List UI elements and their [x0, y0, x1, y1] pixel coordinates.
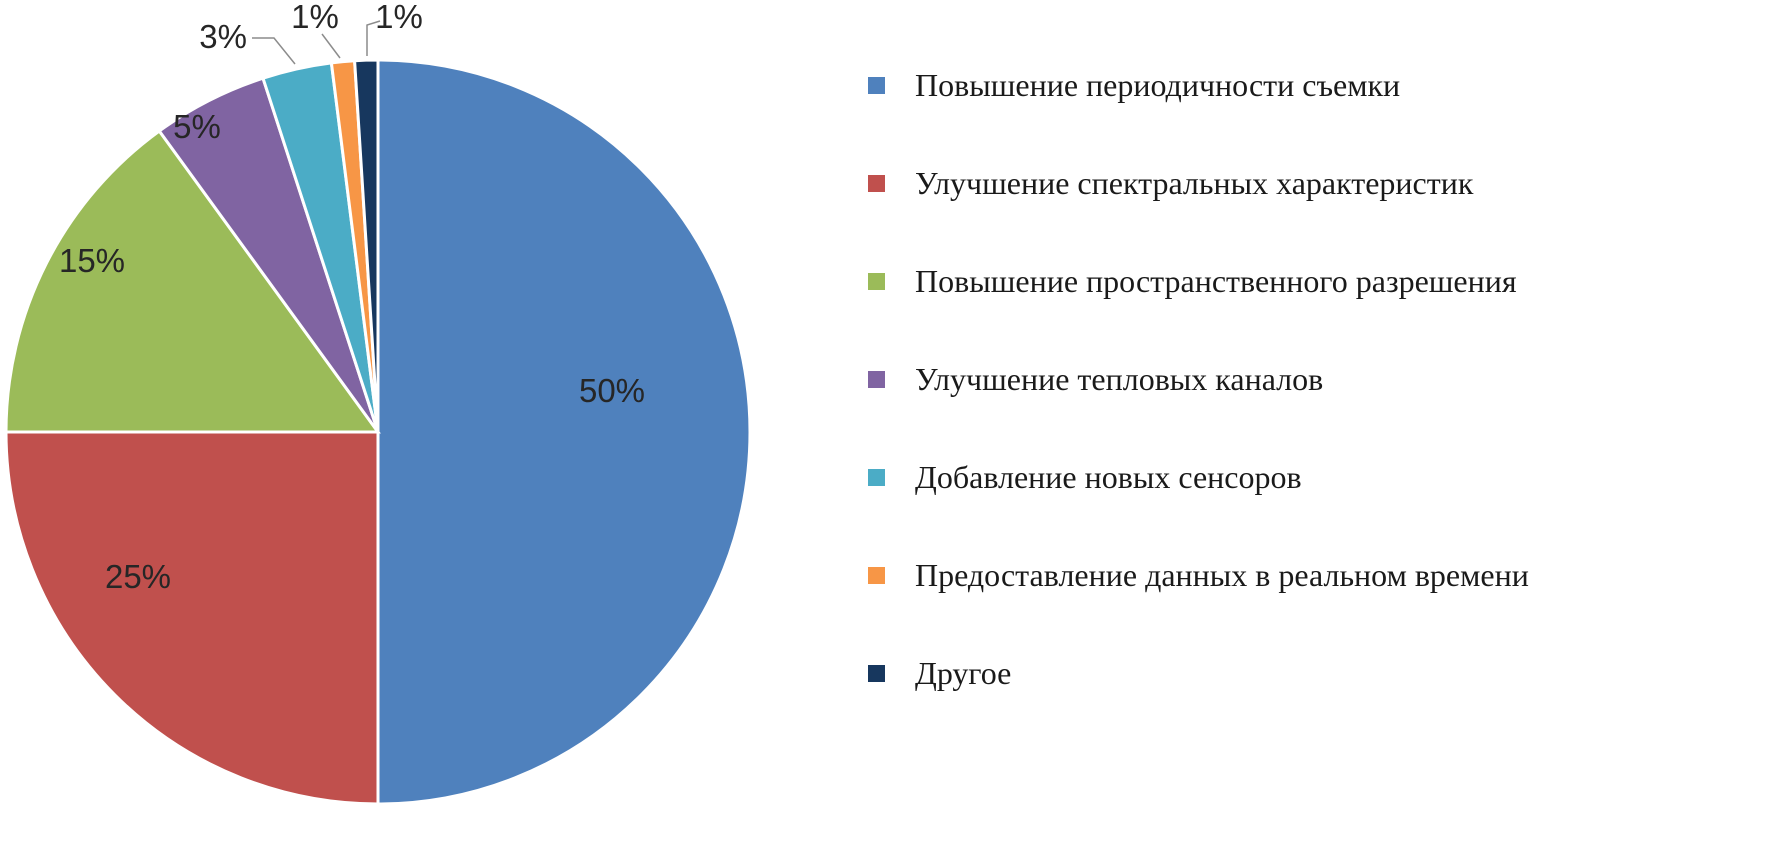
legend-label: Улучшение тепловых каналов [915, 360, 1324, 397]
legend-label: Повышение пространственного разрешения [915, 262, 1517, 299]
label-leader-line [321, 33, 341, 59]
legend-swatch-icon [868, 664, 885, 682]
pie-slice-7 [353, 58, 380, 433]
pie-percentage-label: 50% [579, 372, 645, 409]
legend-label: Добавление новых сенсоров [915, 458, 1302, 495]
legend-label: Предоставление данных в реальном времени [915, 556, 1529, 593]
pie-percentage-label: 5% [173, 108, 221, 145]
legend-label: Улучшение спектральных характеристик [915, 164, 1474, 201]
label-leader-line [252, 37, 296, 65]
legend-swatch-icon [868, 272, 885, 290]
pie-chart-svg: 50% 25% 15% 5% 3% 1% 1% [4, 0, 752, 806]
legend-swatch-icon [868, 566, 885, 584]
pie-percentage-label: 1% [291, 0, 339, 35]
legend-label: Другое [915, 654, 1012, 691]
legend-item-5: Добавление новых сенсоров [868, 428, 1529, 526]
label-leader-line [366, 20, 381, 56]
legend-item-7: Другое [868, 624, 1529, 722]
legend-item-3: Повышение пространственного разрешения [868, 232, 1529, 330]
pie-slice-1 [376, 58, 752, 806]
pie-slice-2 [4, 430, 380, 806]
legend-item-6: Предоставление данных в реальном времени [868, 526, 1529, 624]
legend-swatch-icon [868, 174, 885, 192]
pie-percentage-label: 25% [105, 558, 171, 595]
legend-swatch-icon [868, 370, 885, 388]
legend-item-1: Повышение периодичности съемки [868, 36, 1529, 134]
legend-label: Повышение периодичности съемки [915, 66, 1401, 103]
legend-item-4: Улучшение тепловых каналов [868, 330, 1529, 428]
pie-percentage-label: 1% [375, 0, 423, 35]
legend-swatch-icon [868, 468, 885, 486]
pie-percentage-label: 3% [199, 18, 247, 55]
pie-slice-3 [4, 128, 381, 434]
chart-legend: Повышение периодичности съемки Улучшение… [868, 36, 1529, 722]
legend-swatch-icon [868, 76, 885, 94]
pie-percentage-label: 15% [59, 242, 125, 279]
legend-item-2: Улучшение спектральных характеристик [868, 134, 1529, 232]
